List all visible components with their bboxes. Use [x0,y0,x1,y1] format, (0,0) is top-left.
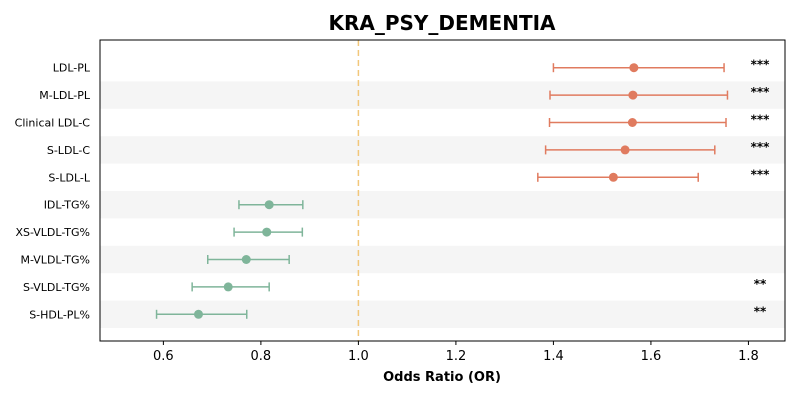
x-tick-label: 0.6 [153,349,174,364]
row-label: S-LDL-C [47,144,90,157]
forest-row: LDL-PL *** [53,58,770,75]
significance-marker: *** [751,140,771,154]
row-label: M-VLDL-TG% [20,254,90,267]
row-label: Clinical LDL-C [15,117,91,130]
row-bands [100,81,785,328]
x-axis: 0.6 0.8 1.0 1.2 1.4 1.6 1.8 [153,341,759,364]
forest-row: S-LDL-C *** [47,140,770,157]
row-label: S-VLDL-TG% [23,281,90,294]
or-point [627,118,637,127]
row-label: S-HDL-PL% [29,308,90,321]
x-tick-label: 0.8 [251,349,272,364]
row-band [100,191,785,219]
or-point [608,172,618,182]
or-point [262,227,272,237]
forest-row: S-VLDL-TG% ** [23,277,767,294]
significance-marker: ** [754,277,767,291]
significance-marker: *** [751,58,771,72]
forest-row: S-LDL-L *** [48,167,770,184]
x-tick-label: 1.2 [446,349,467,364]
or-point [264,200,274,210]
or-point [629,63,639,73]
row-label: LDL-PL [53,62,91,75]
x-tick-label: 1.8 [738,349,759,364]
or-point [223,282,233,292]
chart-title: KRA_PSY_DEMENTIA [328,11,556,35]
forest-row: IDL-TG% [44,199,304,212]
significance-marker: *** [751,113,771,127]
row-band [100,245,785,274]
or-point [620,145,630,155]
or-point [193,309,203,319]
forest-row: Clinical LDL-C *** [15,113,770,130]
x-axis-label: Odds Ratio (OR) [383,370,501,385]
significance-marker: ** [754,304,767,318]
forest-row: XS-VLDL-TG% [15,226,304,239]
row-label: M-LDL-PL [39,89,91,102]
forest-row: S-HDL-PL% ** [29,304,767,321]
row-label: S-LDL-L [48,171,90,184]
x-tick-label: 1.6 [641,349,662,364]
x-tick-label: 1.0 [348,349,369,364]
significance-marker: *** [751,167,771,181]
row-label: XS-VLDL-TG% [15,226,90,239]
or-point [628,90,638,100]
significance-marker: *** [751,85,771,99]
or-point [241,255,251,264]
x-tick-label: 1.4 [543,349,564,364]
plot-frame [99,39,786,342]
forest-row: M-VLDL-TG% [20,254,290,267]
data-rows: LDL-PL ***M-LDL-PL ***Clinical LDL-C ***S-L… [15,58,770,322]
forest-row: M-LDL-PL *** [39,85,770,102]
row-label: IDL-TG% [44,199,90,212]
